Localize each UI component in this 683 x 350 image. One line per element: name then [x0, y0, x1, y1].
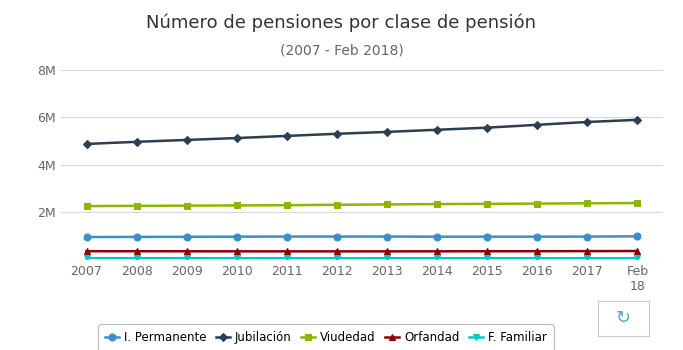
Legend: I. Permanente, Jubilación, Viudedad, Orfandad, F. Familiar: I. Permanente, Jubilación, Viudedad, Orf… — [98, 324, 554, 350]
Text: (2007 - Feb 2018): (2007 - Feb 2018) — [279, 44, 404, 58]
Text: Número de pensiones por clase de pensión: Número de pensiones por clase de pensión — [146, 14, 537, 33]
Text: ↻: ↻ — [615, 309, 631, 328]
